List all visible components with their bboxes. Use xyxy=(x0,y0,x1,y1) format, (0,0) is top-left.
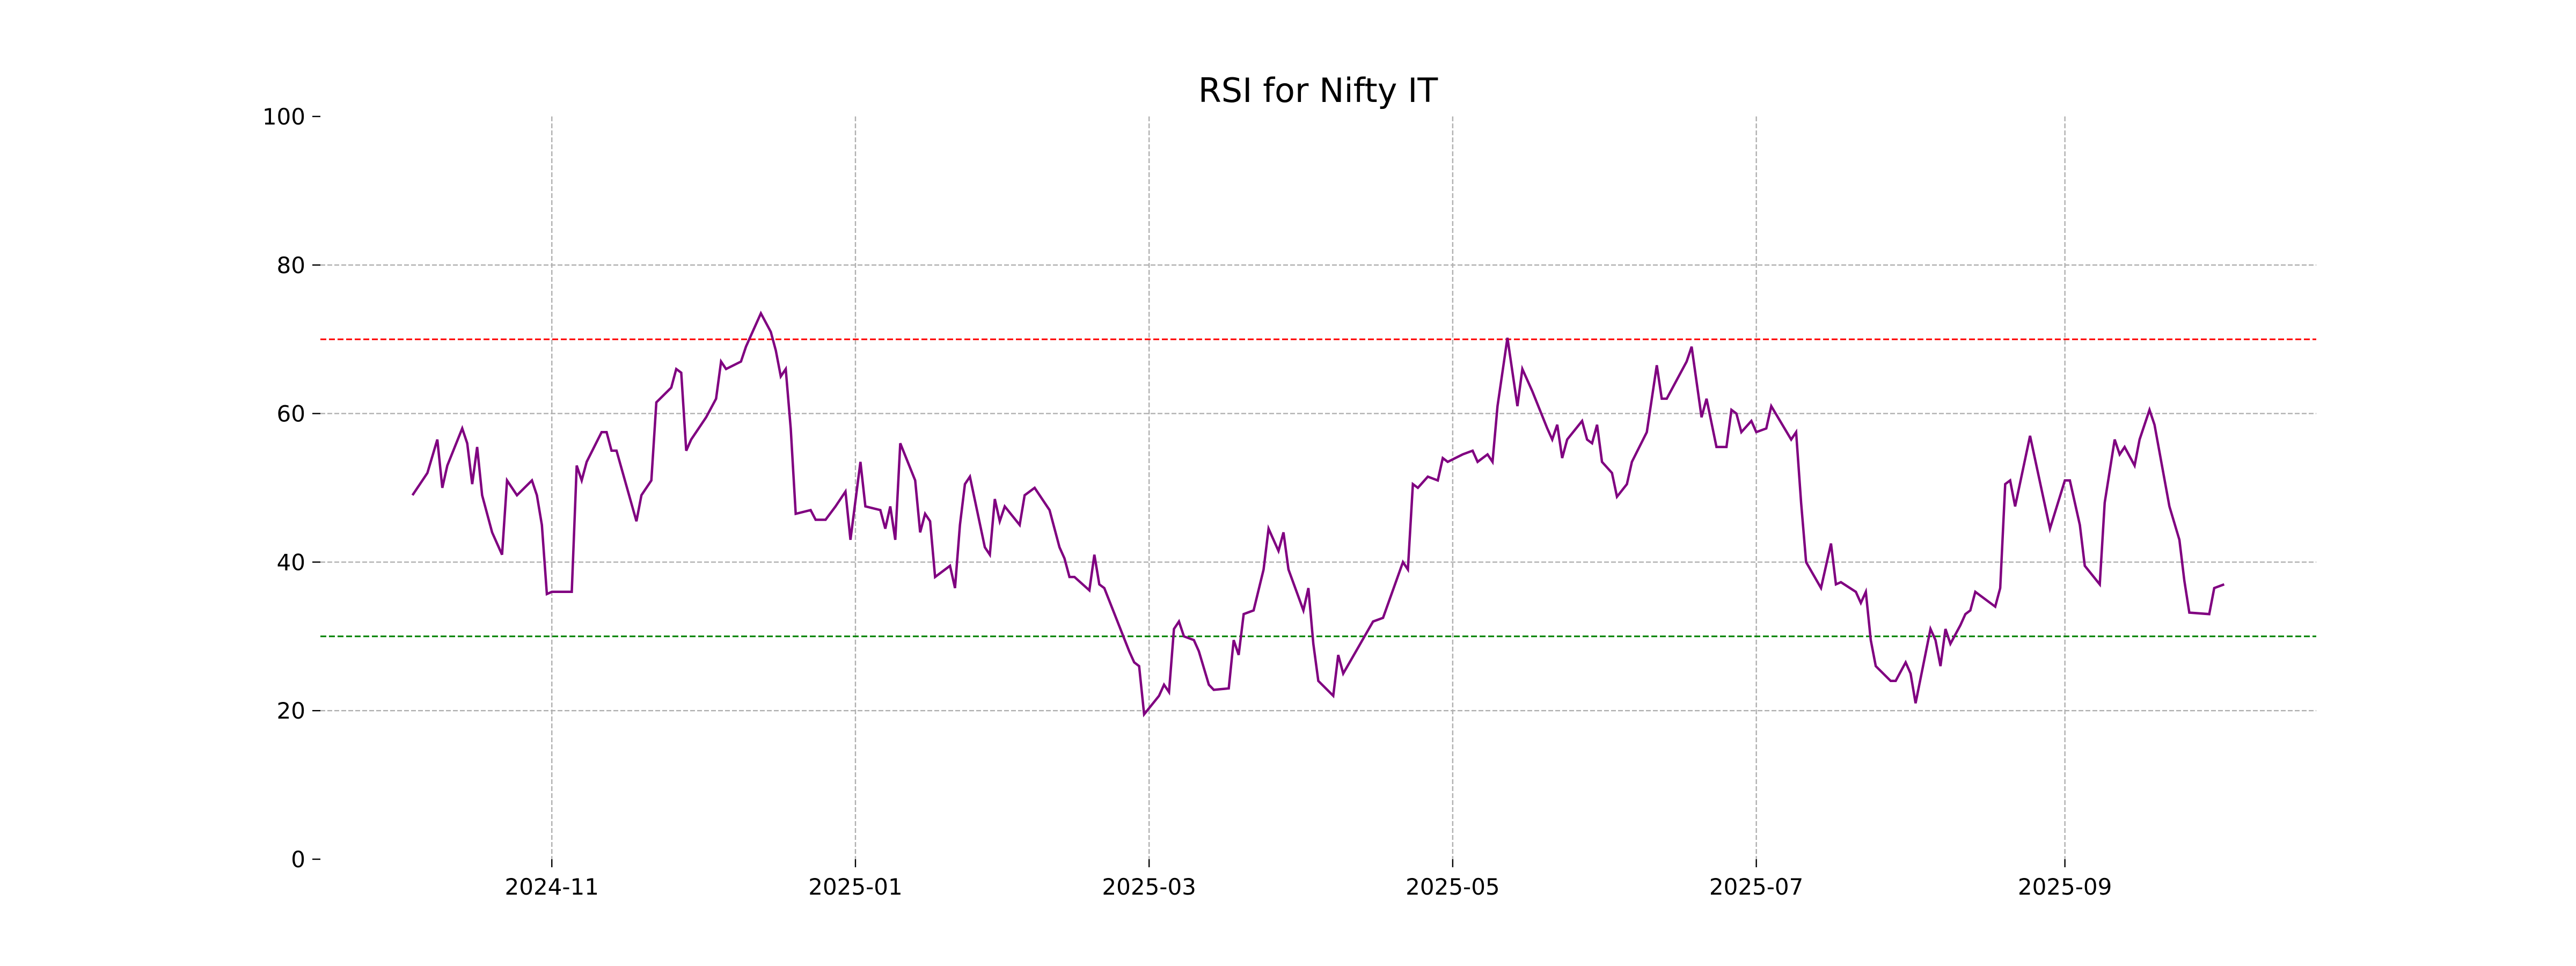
series-line-rsi xyxy=(411,310,2225,718)
y-axis: 0 20 40 60 80 100 xyxy=(262,104,320,873)
x-axis: 2024-11 2025-01 2025-03 2025-05 2025-07 2025-… xyxy=(505,859,2112,900)
y-tick-label: 0 xyxy=(291,846,305,873)
x-tick-label: 2024-11 xyxy=(505,874,599,900)
y-tick-label: 80 xyxy=(277,252,305,279)
x-tick-label: 2025-03 xyxy=(1102,874,1196,900)
x-tick-label: 2025-07 xyxy=(1709,874,1804,900)
x-tick-label: 2025-09 xyxy=(2018,874,2112,900)
y-tick-label: 100 xyxy=(262,104,305,130)
x-tick-label: 2025-05 xyxy=(1406,874,1500,900)
x-tick-label: 2025-01 xyxy=(808,874,903,900)
y-tick-label: 40 xyxy=(277,549,305,575)
y-tick-label: 60 xyxy=(277,401,305,427)
series-group xyxy=(411,310,2225,718)
chart-title: RSI for Nifty IT xyxy=(1198,71,1439,110)
y-tick-label: 20 xyxy=(277,698,305,724)
grid-lines xyxy=(320,116,2316,859)
reference-lines xyxy=(320,338,2316,638)
